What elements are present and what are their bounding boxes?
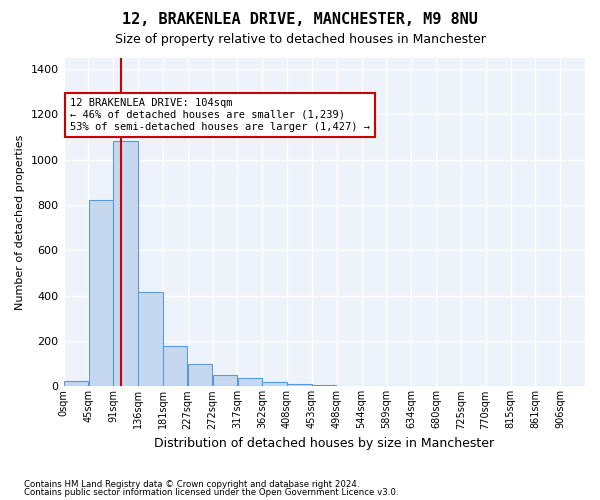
Bar [188,364,212,386]
Bar [139,292,163,386]
Y-axis label: Number of detached properties: Number of detached properties [15,134,25,310]
Text: 12 BRAKENLEA DRIVE: 104sqm
← 46% of detached houses are smaller (1,239)
53% of s: 12 BRAKENLEA DRIVE: 104sqm ← 46% of deta… [70,98,370,132]
Bar [287,384,311,386]
Bar [238,378,262,386]
Bar [163,346,187,387]
Bar [113,142,138,386]
Text: Size of property relative to detached houses in Manchester: Size of property relative to detached ho… [115,32,485,46]
Bar [213,375,237,386]
Text: 12, BRAKENLEA DRIVE, MANCHESTER, M9 8NU: 12, BRAKENLEA DRIVE, MANCHESTER, M9 8NU [122,12,478,28]
Bar [262,382,287,386]
Text: Contains HM Land Registry data © Crown copyright and database right 2024.: Contains HM Land Registry data © Crown c… [24,480,359,489]
Bar [89,200,113,386]
Text: Contains public sector information licensed under the Open Government Licence v3: Contains public sector information licen… [24,488,398,497]
Bar [64,380,88,386]
X-axis label: Distribution of detached houses by size in Manchester: Distribution of detached houses by size … [154,437,494,450]
